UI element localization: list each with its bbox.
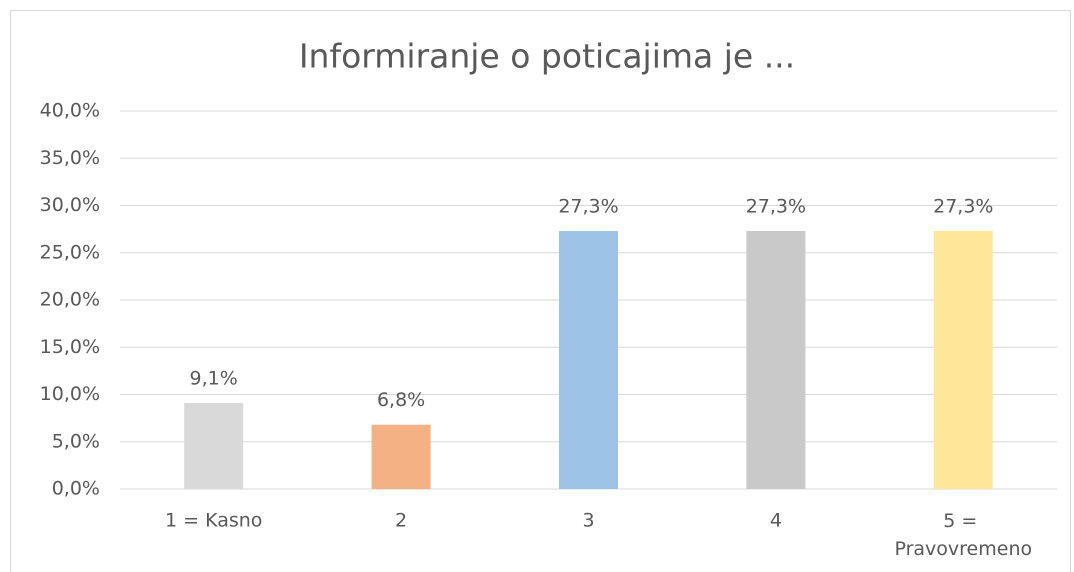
chart-title: Informiranje o poticajima je ... <box>299 37 795 76</box>
y-tick-label: 10,0% <box>40 383 100 405</box>
y-tick-label: 35,0% <box>40 147 100 169</box>
data-label: 27,3% <box>558 196 618 218</box>
bar <box>933 231 993 489</box>
y-tick-label: 5,0% <box>52 430 100 452</box>
x-tick-label-line: 5 = <box>943 510 983 532</box>
x-tick-label: 3 <box>582 510 594 532</box>
y-tick-label: 40,0% <box>40 100 100 122</box>
x-tick-label: 1 = Kasno <box>165 510 262 532</box>
bar <box>371 424 431 489</box>
chart-border <box>10 10 1071 572</box>
y-tick-label: 25,0% <box>40 241 100 263</box>
data-label: 6,8% <box>377 389 425 411</box>
bar <box>184 403 244 489</box>
y-tick-label: 15,0% <box>40 336 100 358</box>
bar <box>746 231 806 489</box>
x-tick-label: 2 <box>395 510 407 532</box>
x-tick-label: 4 <box>770 510 782 532</box>
y-tick-label: 20,0% <box>40 289 100 311</box>
data-label: 27,3% <box>933 196 993 218</box>
x-tick-label-line: Pravovremeno <box>894 538 1032 560</box>
data-label: 9,1% <box>190 368 238 390</box>
y-tick-label: 30,0% <box>40 194 100 216</box>
bar <box>559 231 618 489</box>
data-label: 27,3% <box>746 196 806 218</box>
x-tick-label: 5 = Pravovremeno <box>894 510 1032 560</box>
y-tick-label: 0,0% <box>52 478 100 500</box>
